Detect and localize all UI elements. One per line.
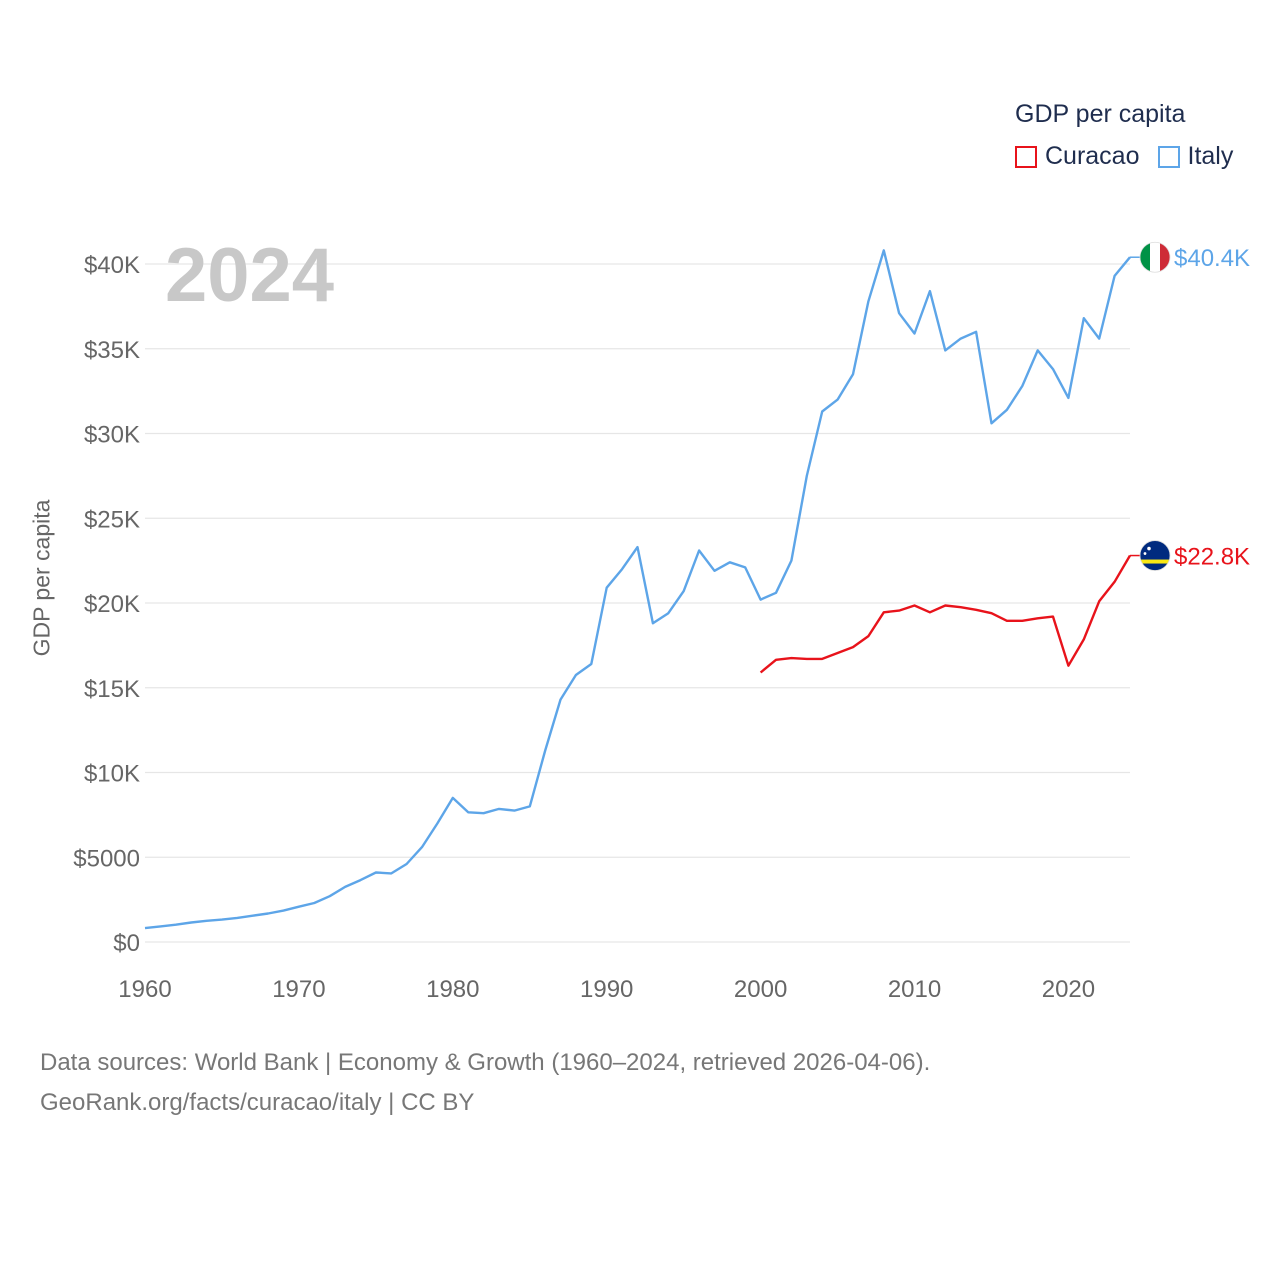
year-display: 2024 [165,233,335,318]
end-label-curacao: $22.8K [1174,544,1250,571]
legend: Curacao Italy [1015,142,1251,171]
series-lines [144,249,1132,930]
y-tick-label: $10K [84,761,140,788]
grid-lines [145,263,1130,943]
x-tick-label: 1980 [426,976,479,1003]
series-line-curacao [759,554,1132,674]
y-axis-ticks: $0 $5000 $10K $15K $20K $25K $30K $35K $40K [73,252,140,957]
y-tick-label: $20K [84,591,140,618]
end-label-italy: $40.4K [1174,245,1250,272]
legend-swatch-curacao [1015,145,1037,168]
legend-item-curacao[interactable]: Curacao [1015,142,1140,171]
legend-label-curacao: Curacao [1045,142,1140,170]
flag-italy-icon [1139,241,1171,273]
footer-link[interactable]: GeoRank.org/facts/curacao/italy | CC BY [40,1089,475,1116]
x-tick-label: 1990 [580,976,633,1003]
x-tick-label: 2010 [888,976,941,1003]
y-tick-label: $35K [84,337,140,364]
y-tick-label: $15K [84,676,140,703]
y-axis-label: GDP per capita [28,499,55,657]
footer: Data sources: World Bank | Economy & Gro… [40,1043,930,1123]
y-tick-label: $30K [84,422,140,449]
legend-item-italy[interactable]: Italy [1157,142,1234,171]
x-tick-label: 2020 [1042,976,1095,1003]
flag-curacao-icon [1139,540,1171,571]
y-tick-label: $25K [84,506,140,533]
footer-sources: Data sources: World Bank | Economy & Gro… [40,1049,931,1076]
series-end-labels: $40.4K $22.8K [1130,241,1250,571]
series-line-italy [144,249,1131,930]
legend-swatch-italy [1157,145,1180,168]
x-axis-ticks: 1960 1970 1980 1990 2000 2010 2020 [118,976,1095,1003]
x-tick-label: 1970 [272,976,325,1003]
y-tick-label: $0 [113,930,140,957]
legend-label-italy: Italy [1187,142,1234,170]
y-tick-label: $40K [84,252,140,279]
x-tick-label: 1960 [118,976,171,1003]
x-tick-label: 2000 [734,976,787,1003]
y-tick-label: $5000 [73,845,140,872]
legend-title: GDP per capita [1015,100,1186,128]
